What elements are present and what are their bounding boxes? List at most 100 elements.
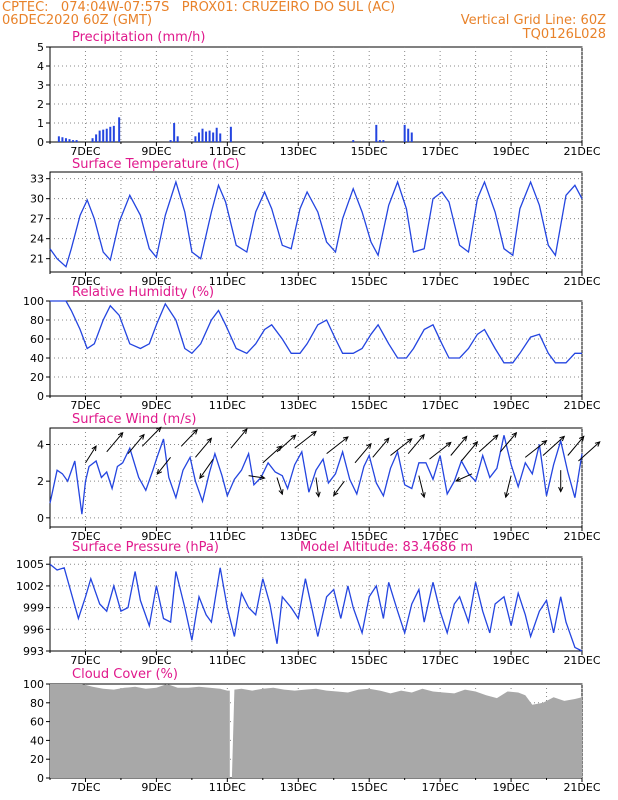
cloud-area (50, 684, 582, 778)
y-tick-label: 80 (30, 314, 44, 327)
precip-bar (229, 126, 232, 142)
x-tick-label: 9DEC (141, 275, 171, 288)
x-tick-label: 21DEC (563, 399, 600, 412)
y-tick-label: 60 (30, 716, 44, 729)
y-tick-label: 999 (23, 602, 44, 615)
precip-bar (197, 132, 200, 142)
y-tick-label: 2 (37, 98, 44, 111)
precip-bar (205, 131, 208, 142)
wind-arrow-head (472, 441, 479, 447)
wind-arrow (455, 473, 473, 482)
x-tick-label: 11DEC (209, 399, 246, 412)
x-tick-label: 15DEC (351, 530, 388, 543)
wind-arrow-head (419, 433, 425, 440)
wind-arrow-head (278, 489, 284, 496)
x-tick-label: 9DEC (141, 399, 171, 412)
wind-arrow-head (156, 469, 163, 475)
wind-arrow (141, 426, 162, 447)
precip-bar (403, 124, 406, 142)
precip-bar (378, 140, 381, 142)
series-line (49, 563, 583, 652)
wind-arrow-head (406, 438, 413, 444)
wind-arrow-head (342, 436, 349, 442)
precip-bar (219, 133, 222, 142)
y-tick-label: 996 (23, 623, 44, 636)
series-line (49, 435, 583, 515)
wind-arrow (407, 434, 425, 454)
wind-arrow-head (259, 474, 266, 481)
precip-bar (68, 139, 71, 142)
x-tick-label: 19DEC (493, 530, 530, 543)
wind-arrow-head (91, 445, 97, 452)
x-tick-label: 15DEC (351, 145, 388, 158)
precip-bar (176, 136, 179, 142)
x-tick-label: 7DEC (70, 275, 100, 288)
precip-bar (98, 130, 101, 142)
precip-bar (112, 125, 115, 142)
wind-arrow-head (461, 435, 468, 442)
x-tick-label: 13DEC (280, 145, 317, 158)
wind-arrow-head (290, 434, 297, 440)
x-tick-label: 17DEC (422, 145, 459, 158)
wind-arrow (505, 475, 512, 498)
precip-bar (382, 140, 385, 142)
y-tick-label: 40 (30, 734, 44, 747)
y-tick-label: 33 (30, 173, 44, 186)
precip-bar (91, 138, 94, 142)
precip-bar (109, 126, 112, 142)
panel-title: Surface Temperature (nC) (72, 157, 240, 172)
wind-arrow-head (139, 433, 145, 440)
wind-arrow (276, 434, 296, 453)
wind-arrow (127, 434, 145, 454)
wind-arrow (461, 441, 478, 462)
x-tick-label: 21DEC (563, 530, 600, 543)
x-tick-label: 11DEC (209, 145, 246, 158)
y-tick-label: 20 (30, 753, 44, 766)
precip-bar (118, 117, 121, 142)
wind-arrow-head (559, 435, 566, 442)
y-tick-label: 0 (37, 390, 44, 403)
wind-arrow-head (492, 434, 499, 440)
wind-arrow (478, 434, 499, 453)
precip-bar (61, 137, 64, 142)
y-tick-label: 20 (30, 371, 44, 384)
x-tick-label: 9DEC (141, 781, 171, 794)
x-tick-label: 15DEC (351, 275, 388, 288)
y-tick-label: 80 (30, 697, 44, 710)
precip-bar (102, 129, 105, 142)
y-tick-label: 1005 (16, 558, 44, 571)
wind-arrow (578, 441, 601, 462)
wind-arrow-head (242, 428, 248, 435)
y-tick-label: 4 (37, 439, 44, 452)
y-tick-label: 100 (23, 678, 44, 691)
wind-arrow (156, 457, 171, 475)
wind-arrow (542, 436, 565, 456)
x-tick-label: 7DEC (70, 654, 100, 667)
y-tick-label: 100 (23, 295, 44, 308)
x-tick-label: 19DEC (493, 781, 530, 794)
header-model-id: TQ0126L028 (522, 27, 606, 42)
wind-arrow-head (594, 441, 601, 447)
precip-bar (215, 127, 218, 142)
x-tick-label: 15DEC (351, 654, 388, 667)
y-tick-label: 60 (30, 333, 44, 346)
wind-arrow-head (445, 441, 452, 448)
x-tick-label: 19DEC (493, 654, 530, 667)
x-tick-label: 11DEC (209, 654, 246, 667)
wind-arrow (567, 436, 585, 456)
wind-arrow-head (192, 428, 198, 435)
wind-arrow (85, 445, 97, 464)
x-tick-label: 13DEC (280, 399, 317, 412)
y-tick-label: 0 (37, 512, 44, 525)
y-tick-label: 30 (30, 193, 44, 206)
wind-arrow (500, 432, 517, 453)
wind-arrow-head (579, 435, 585, 442)
wind-arrow (315, 477, 320, 497)
x-tick-label: 21DEC (563, 275, 600, 288)
wind-arrow (180, 429, 198, 447)
wind-arrow (524, 440, 547, 458)
x-tick-label: 19DEC (493, 145, 530, 158)
panel-subtitle: Model Altitude: 83.4686 m (300, 540, 473, 555)
x-tick-label: 13DEC (280, 275, 317, 288)
precip-bar (72, 140, 75, 142)
